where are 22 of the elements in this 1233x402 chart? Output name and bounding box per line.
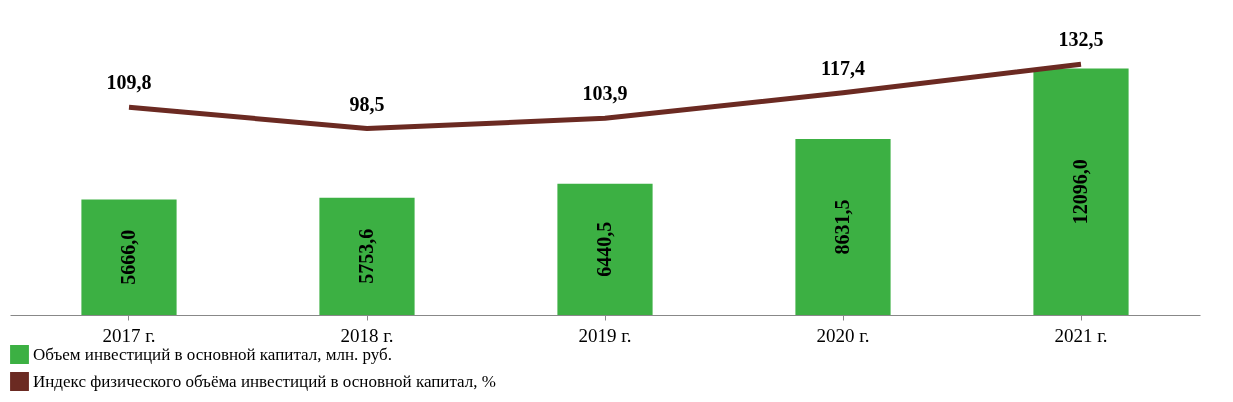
legend-label: Индекс физического объёма инвестиций в основной капитал, % (33, 371, 496, 391)
x-tick-label: 2018 г. (340, 324, 394, 346)
bar (795, 139, 891, 315)
data-label: 132,5 (1058, 28, 1104, 51)
data-label: 109,8 (106, 71, 152, 94)
data-label: 117,4 (821, 56, 865, 79)
x-tick-label: 2020 г. (816, 324, 870, 346)
data-label: 5666,0 (117, 229, 139, 285)
data-label: 8631,5 (831, 199, 853, 255)
bar (319, 197, 415, 315)
data-label: 103,9 (582, 82, 628, 105)
data-label: 12096,0 (1069, 159, 1091, 225)
x-tick-label: 2021 г. (1054, 324, 1108, 346)
data-label: 6440,5 (593, 221, 615, 277)
legend-label: Объем инвестиций в основной капитал, млн. руб. (33, 344, 392, 364)
x-tick-label: 2017 г. (102, 324, 156, 346)
data-label: 5753,6 (355, 228, 377, 284)
bar (81, 199, 177, 315)
data-label: 98,5 (349, 92, 385, 115)
x-tick-label: 2019 г. (578, 324, 632, 346)
bar (557, 183, 653, 315)
bar (1033, 68, 1129, 315)
